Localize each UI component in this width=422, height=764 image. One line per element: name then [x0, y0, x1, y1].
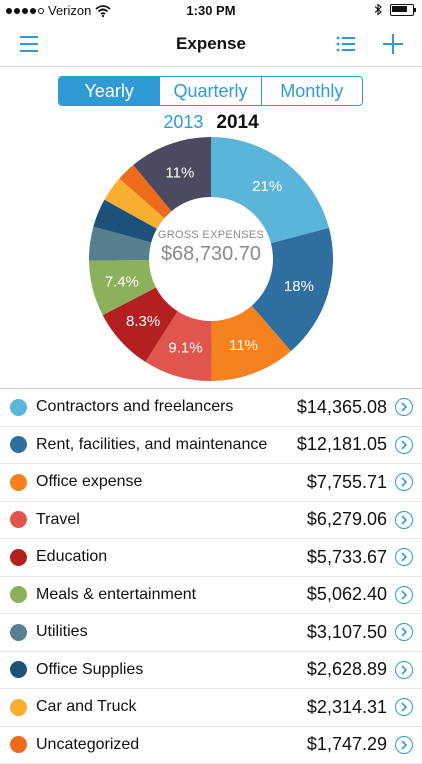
category-amount: $2,628.89 — [307, 659, 387, 680]
chevron-right-icon[interactable] — [395, 473, 413, 491]
category-color-swatch — [10, 511, 27, 528]
chevron-right-icon[interactable] — [395, 586, 413, 604]
slice-label: 11% — [229, 337, 258, 354]
list-item[interactable]: Meals & entertainment$5,062.40 — [0, 577, 422, 615]
category-name: Office expense — [36, 473, 307, 491]
list-item[interactable]: Travel$6,279.06 — [0, 502, 422, 540]
category-name: Utilities — [36, 623, 307, 641]
gross-expenses-summary: GROSS EXPENSES $68,730.70 — [140, 229, 282, 266]
page-title: Expense — [0, 34, 422, 54]
list-view-icon[interactable] — [334, 32, 358, 56]
category-name: Meals & entertainment — [36, 586, 307, 604]
category-amount: $5,733.67 — [307, 547, 387, 568]
category-color-swatch — [10, 399, 27, 416]
nav-bar: Expense — [0, 22, 422, 67]
category-color-swatch — [10, 736, 27, 753]
list-item[interactable]: Office Supplies$2,628.89 — [0, 652, 422, 690]
slice-label: 8.3% — [126, 313, 160, 330]
slice-label: 18% — [284, 278, 314, 295]
category-color-swatch — [10, 586, 27, 603]
list-item[interactable]: Car and Truck$2,314.31 — [0, 689, 422, 727]
list-item[interactable]: Utilities$3,107.50 — [0, 614, 422, 652]
category-color-swatch — [10, 661, 27, 678]
year-prev[interactable]: 2013 — [163, 112, 203, 132]
chevron-right-icon[interactable] — [395, 623, 413, 641]
chevron-right-icon[interactable] — [395, 698, 413, 716]
segment-quarterly[interactable]: Quarterly — [159, 77, 260, 105]
category-color-swatch — [10, 549, 27, 566]
segment-yearly[interactable]: Yearly — [59, 77, 159, 105]
category-amount: $14,365.08 — [297, 397, 387, 418]
status-time: 1:30 PM — [0, 3, 422, 18]
category-color-swatch — [10, 474, 27, 491]
category-name: Car and Truck — [36, 698, 307, 716]
category-amount: $7,755.71 — [307, 472, 387, 493]
category-amount: $5,062.40 — [307, 584, 387, 605]
category-amount: $6,279.06 — [307, 509, 387, 530]
status-right — [374, 3, 414, 16]
gross-expenses-value: $68,730.70 — [140, 243, 282, 266]
category-name: Office Supplies — [36, 661, 307, 679]
category-name: Education — [36, 548, 307, 566]
chevron-right-icon[interactable] — [395, 436, 413, 454]
category-name: Uncategorized — [36, 736, 307, 754]
slice-label: 9.1% — [168, 339, 202, 356]
category-name: Rent, facilities, and maintenance — [36, 436, 297, 454]
category-color-swatch — [10, 699, 27, 716]
category-amount: $3,107.50 — [307, 622, 387, 643]
slice-label: 21% — [252, 178, 282, 195]
list-item[interactable]: Contractors and freelancers$14,365.08 — [0, 389, 422, 427]
gross-expenses-label: GROSS EXPENSES — [140, 229, 282, 241]
chevron-right-icon[interactable] — [395, 398, 413, 416]
chevron-right-icon[interactable] — [395, 736, 413, 754]
bluetooth-icon — [374, 3, 382, 16]
category-amount: $1,747.29 — [307, 734, 387, 755]
status-bar: Verizon 1:30 PM — [0, 0, 422, 22]
category-color-swatch — [10, 624, 27, 641]
slice-label: 11% — [165, 164, 194, 181]
year-selector: 2013 2014 — [0, 112, 422, 134]
battery-icon — [390, 4, 414, 16]
list-item[interactable]: Uncategorized$1,747.29 — [0, 727, 422, 764]
category-name: Contractors and freelancers — [36, 398, 297, 416]
chevron-right-icon[interactable] — [395, 661, 413, 679]
chevron-right-icon[interactable] — [395, 548, 413, 566]
list-item[interactable]: Education$5,733.67 — [0, 539, 422, 577]
list-item[interactable]: Office expense$7,755.71 — [0, 464, 422, 502]
segment-monthly[interactable]: Monthly — [261, 77, 362, 105]
category-name: Travel — [36, 511, 307, 529]
category-amount: $2,314.31 — [307, 697, 387, 718]
year-current[interactable]: 2014 — [216, 112, 258, 133]
category-amount: $12,181.05 — [297, 434, 387, 455]
category-color-swatch — [10, 436, 27, 453]
add-icon[interactable] — [381, 32, 405, 56]
list-item[interactable]: Rent, facilities, and maintenance$12,181… — [0, 427, 422, 465]
slice-label: 7.4% — [105, 273, 139, 290]
chevron-right-icon[interactable] — [395, 511, 413, 529]
period-segmented-control: Yearly Quarterly Monthly — [58, 76, 363, 106]
